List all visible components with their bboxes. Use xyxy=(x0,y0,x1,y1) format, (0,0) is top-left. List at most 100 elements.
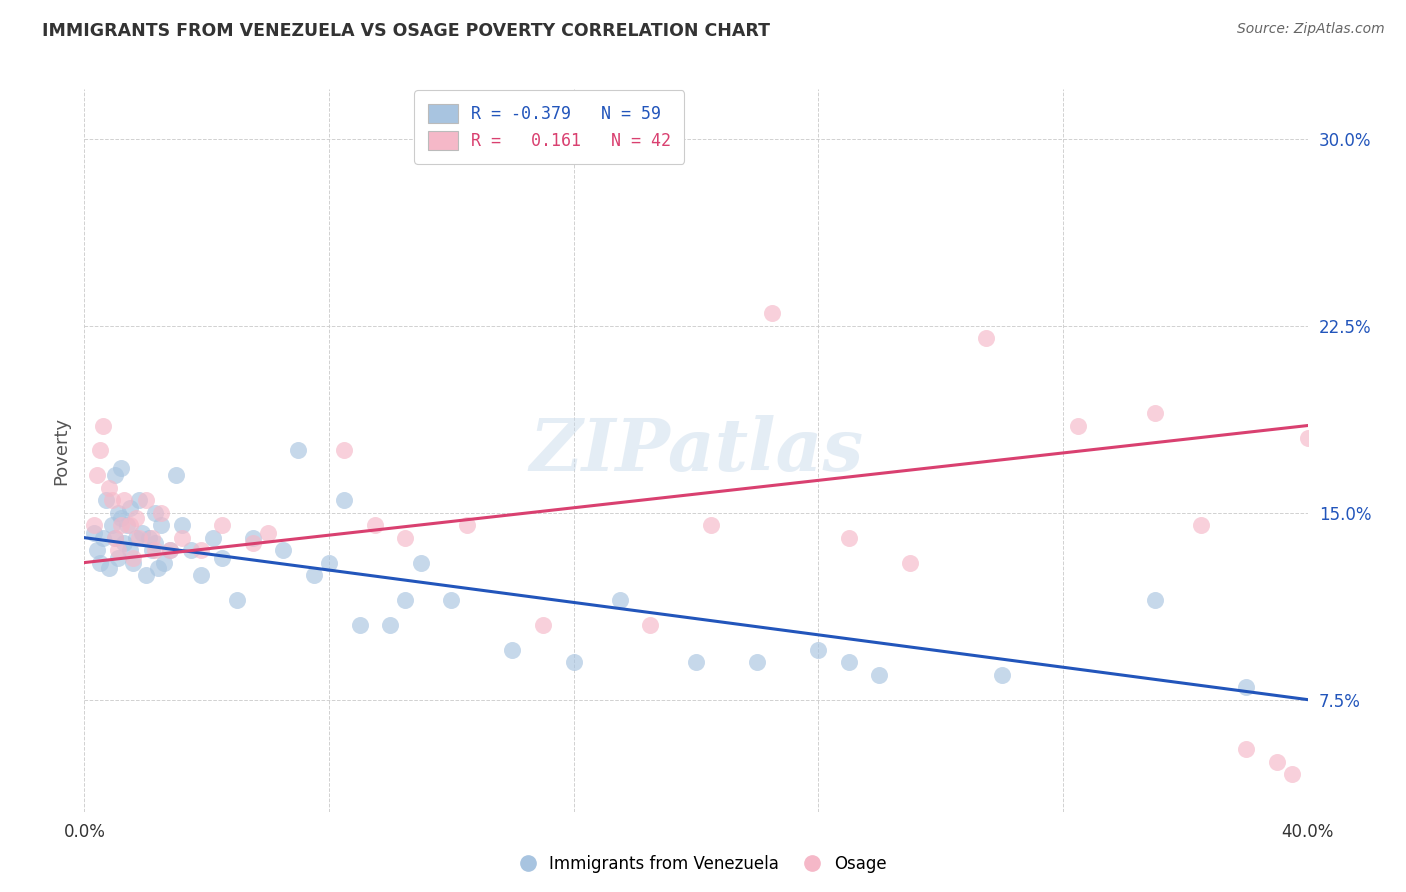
Point xyxy=(190,543,212,558)
Point xyxy=(143,506,166,520)
Point xyxy=(94,493,117,508)
Point xyxy=(153,556,176,570)
Point xyxy=(143,543,166,558)
Point xyxy=(271,543,294,558)
Point xyxy=(131,525,153,540)
Point xyxy=(991,667,1014,681)
Point xyxy=(1189,518,1212,533)
Point xyxy=(83,525,105,540)
Point xyxy=(838,531,860,545)
Point xyxy=(1236,742,1258,756)
Point xyxy=(141,543,163,558)
Point xyxy=(349,618,371,632)
Point xyxy=(101,518,124,533)
Point xyxy=(638,618,661,632)
Point xyxy=(976,331,998,345)
Y-axis label: Poverty: Poverty xyxy=(52,417,70,484)
Point xyxy=(1067,418,1090,433)
Text: IMMIGRANTS FROM VENEZUELA VS OSAGE POVERTY CORRELATION CHART: IMMIGRANTS FROM VENEZUELA VS OSAGE POVER… xyxy=(42,22,770,40)
Point xyxy=(257,525,280,540)
Point xyxy=(101,493,124,508)
Point xyxy=(122,556,145,570)
Point xyxy=(211,518,233,533)
Point xyxy=(838,655,860,669)
Point xyxy=(97,481,120,495)
Point xyxy=(83,518,105,533)
Point xyxy=(120,543,142,558)
Point xyxy=(146,560,169,574)
Point xyxy=(104,531,127,545)
Point xyxy=(107,506,129,520)
Point xyxy=(97,560,120,574)
Point xyxy=(201,531,224,545)
Point xyxy=(242,535,264,549)
Point xyxy=(104,531,127,545)
Point xyxy=(91,418,114,433)
Point xyxy=(135,493,157,508)
Point xyxy=(125,510,148,524)
Point xyxy=(159,543,181,558)
Text: Source: ZipAtlas.com: Source: ZipAtlas.com xyxy=(1237,22,1385,37)
Point xyxy=(211,550,233,565)
Point xyxy=(364,518,387,533)
Point xyxy=(149,506,172,520)
Point xyxy=(110,518,132,533)
Point xyxy=(761,306,783,320)
Point xyxy=(107,550,129,565)
Point xyxy=(869,667,891,681)
Point xyxy=(333,443,356,458)
Point xyxy=(685,655,707,669)
Point xyxy=(120,518,142,533)
Legend: R = -0.379   N = 59, R =   0.161   N = 42: R = -0.379 N = 59, R = 0.161 N = 42 xyxy=(415,90,685,164)
Point xyxy=(287,443,309,458)
Point xyxy=(112,535,135,549)
Point xyxy=(394,593,416,607)
Point xyxy=(747,655,769,669)
Point xyxy=(141,531,163,545)
Point xyxy=(128,531,150,545)
Point xyxy=(110,461,132,475)
Point xyxy=(180,543,202,558)
Point xyxy=(112,493,135,508)
Point xyxy=(104,468,127,483)
Point xyxy=(226,593,249,607)
Point xyxy=(128,493,150,508)
Point xyxy=(1296,431,1319,445)
Point xyxy=(172,518,194,533)
Point xyxy=(86,468,108,483)
Point xyxy=(91,531,114,545)
Point xyxy=(172,531,194,545)
Legend: Immigrants from Venezuela, Osage: Immigrants from Venezuela, Osage xyxy=(513,848,893,880)
Point xyxy=(122,550,145,565)
Point xyxy=(1281,767,1303,781)
Point xyxy=(135,568,157,582)
Point xyxy=(562,655,585,669)
Point xyxy=(107,543,129,558)
Point xyxy=(190,568,212,582)
Point xyxy=(149,518,172,533)
Point xyxy=(1265,755,1288,769)
Point xyxy=(440,593,463,607)
Point xyxy=(456,518,478,533)
Point xyxy=(807,642,830,657)
Point xyxy=(502,642,524,657)
Point xyxy=(531,618,554,632)
Point xyxy=(1143,406,1166,420)
Point xyxy=(333,493,356,508)
Point xyxy=(110,510,132,524)
Point xyxy=(609,593,631,607)
Point xyxy=(302,568,325,582)
Point xyxy=(1236,680,1258,694)
Point xyxy=(159,543,181,558)
Point xyxy=(700,518,723,533)
Point xyxy=(125,531,148,545)
Point xyxy=(120,500,142,515)
Point xyxy=(143,535,166,549)
Point xyxy=(138,531,160,545)
Point xyxy=(242,531,264,545)
Point xyxy=(318,556,340,570)
Point xyxy=(89,556,111,570)
Point xyxy=(898,556,921,570)
Point xyxy=(165,468,187,483)
Point xyxy=(89,443,111,458)
